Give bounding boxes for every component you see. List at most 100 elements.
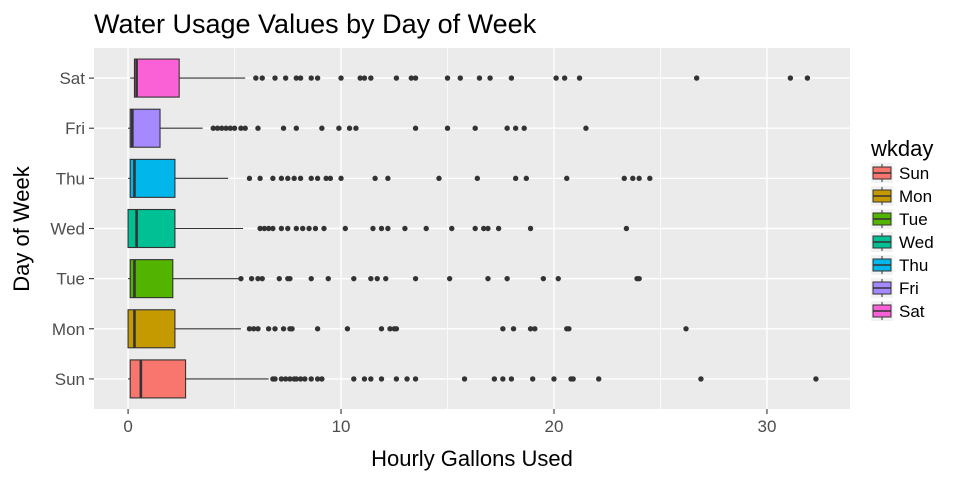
outlier-point [372,175,378,182]
outlier-point [257,225,263,232]
outlier-point [387,326,393,332]
outlier-point [561,75,568,81]
outlier-point [308,75,314,81]
y-tick-label: Sat [59,69,85,88]
iqr-box [127,208,176,249]
y-tick-label: Sun [55,370,85,389]
outlier-point [314,376,321,382]
outlier-point [693,75,700,81]
outlier-point [378,376,385,382]
outlier-point [255,275,261,282]
outlier-point [353,125,359,131]
x-tick-label: 10 [332,417,351,436]
outlier-point [210,125,216,131]
outlier-point [346,125,353,131]
outlier-point [308,376,314,382]
outlier-point [287,275,293,282]
outlier-point [246,175,253,182]
outlier-point [476,75,483,81]
outlier-point [412,376,419,382]
box-tue [128,259,642,299]
y-tick-label: Wed [50,220,85,239]
outlier-point [227,125,233,131]
x-tick-label: 0 [123,417,132,436]
iqr-box [129,158,176,198]
outlier-point [576,75,583,81]
outlier-point [636,175,642,182]
outlier-point [647,175,653,182]
legend-item-sat: Sat [871,301,925,321]
outlier-point [265,326,272,332]
outlier-point [508,376,515,382]
outlier-point [436,175,442,182]
outlier-point [285,175,291,182]
box-mon [127,309,689,349]
outlier-point [683,326,689,332]
x-tick-label: 30 [757,417,776,436]
outlier-point [449,225,455,232]
outlier-point [293,125,300,131]
outlier-point [357,75,363,81]
outlier-point [314,75,321,81]
outlier-point [636,275,642,282]
legend-item-thu: Thu [871,255,928,275]
outlier-point [813,376,819,382]
outlier-point [500,326,506,332]
outlier-point [285,225,291,232]
legend-item-tue: Tue [871,209,928,229]
outlier-point [361,376,368,382]
outlier-point [308,175,314,182]
legend-label: Wed [899,233,934,252]
outlier-point [551,376,557,382]
outlier-point [253,75,259,81]
x-axis: 0 10 20 30 [123,409,776,436]
outlier-point [278,225,285,232]
outlier-point [312,225,319,232]
outlier-point [412,125,419,131]
outlier-point [698,376,704,382]
iqr-box [127,309,176,349]
outlier-point [423,225,429,232]
chart-title: Water Usage Values by Day of Week [94,9,537,39]
outlier-point [474,175,481,182]
outlier-point [404,376,410,382]
outlier-point [508,75,515,81]
outlier-point [238,275,244,282]
outlier-point [504,275,510,282]
box-thu [128,158,653,198]
legend-item-fri: Fri [871,278,919,298]
outlier-point [261,225,268,232]
outlier-point [319,376,325,382]
outlier-point [378,326,385,332]
outlier-point [385,225,391,232]
outlier-point [319,125,325,131]
outlier-point [553,75,559,81]
outlier-point [393,326,400,332]
outlier-point [461,376,468,382]
outlier-point [272,326,278,332]
outlier-point [223,125,229,131]
outlier-point [308,275,314,282]
y-tick-label: Fri [65,119,85,138]
outlier-point [242,125,248,131]
outlier-point [276,275,282,282]
outlier-point [412,275,419,282]
box-layer [127,58,819,399]
outlier-point [787,75,794,81]
outlier-point [487,75,493,81]
legend-item-mon: Mon [871,186,932,206]
outlier-point [327,175,334,182]
legend-label: Fri [899,279,919,298]
outlier-point [282,75,289,81]
outlier-point [214,125,221,131]
y-axis-title: Day of Week [9,165,34,292]
outlier-point [564,175,570,182]
y-tick-label: Tue [56,270,85,289]
outlier-point [293,376,300,382]
outlier-point [314,326,321,332]
outlier-point [621,175,627,182]
outlier-point [523,175,530,182]
outlier-point [278,376,285,382]
outlier-point [804,75,811,81]
outlier-point [512,125,519,131]
